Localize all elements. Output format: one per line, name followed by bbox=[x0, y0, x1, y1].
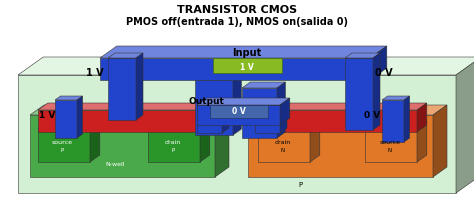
Text: 0 V: 0 V bbox=[232, 107, 246, 116]
Polygon shape bbox=[258, 128, 310, 162]
Polygon shape bbox=[248, 105, 447, 115]
Polygon shape bbox=[38, 121, 100, 128]
Text: P: P bbox=[298, 182, 302, 188]
Polygon shape bbox=[345, 58, 373, 130]
Polygon shape bbox=[404, 96, 410, 142]
Polygon shape bbox=[258, 103, 427, 110]
Text: drain: drain bbox=[165, 140, 181, 145]
Polygon shape bbox=[277, 82, 285, 138]
Polygon shape bbox=[258, 110, 417, 132]
Polygon shape bbox=[242, 88, 277, 138]
Text: drain: drain bbox=[275, 140, 291, 145]
Polygon shape bbox=[213, 58, 282, 73]
Text: P: P bbox=[60, 149, 64, 153]
Polygon shape bbox=[30, 105, 229, 115]
Polygon shape bbox=[38, 110, 200, 132]
Polygon shape bbox=[248, 115, 433, 177]
Polygon shape bbox=[38, 128, 90, 162]
Polygon shape bbox=[197, 98, 290, 105]
Text: P: P bbox=[172, 149, 174, 153]
Polygon shape bbox=[233, 74, 241, 135]
Polygon shape bbox=[417, 103, 427, 132]
Polygon shape bbox=[370, 46, 387, 80]
Polygon shape bbox=[197, 105, 280, 125]
Polygon shape bbox=[382, 100, 404, 142]
Polygon shape bbox=[310, 121, 320, 162]
Text: source: source bbox=[52, 140, 73, 145]
Polygon shape bbox=[210, 105, 268, 118]
Polygon shape bbox=[148, 121, 210, 128]
Polygon shape bbox=[242, 82, 285, 88]
Polygon shape bbox=[373, 53, 380, 130]
Polygon shape bbox=[200, 103, 210, 132]
Polygon shape bbox=[365, 128, 417, 162]
Polygon shape bbox=[55, 100, 77, 138]
Polygon shape bbox=[18, 57, 474, 75]
Polygon shape bbox=[195, 80, 233, 135]
Polygon shape bbox=[222, 100, 229, 133]
Polygon shape bbox=[255, 105, 280, 133]
Polygon shape bbox=[200, 121, 210, 162]
Polygon shape bbox=[38, 103, 210, 110]
Text: N-well: N-well bbox=[105, 163, 125, 167]
Polygon shape bbox=[148, 128, 200, 162]
Polygon shape bbox=[55, 96, 82, 100]
Polygon shape bbox=[345, 53, 380, 58]
Text: PMOS off(entrada 1), NMOS on(salida 0): PMOS off(entrada 1), NMOS on(salida 0) bbox=[126, 17, 348, 27]
Polygon shape bbox=[258, 121, 320, 128]
Text: 0 V: 0 V bbox=[375, 68, 393, 78]
Polygon shape bbox=[280, 100, 287, 133]
Polygon shape bbox=[200, 108, 240, 132]
Polygon shape bbox=[90, 121, 100, 162]
Polygon shape bbox=[108, 53, 143, 58]
Polygon shape bbox=[136, 53, 143, 120]
Polygon shape bbox=[100, 46, 387, 58]
Text: Output: Output bbox=[188, 97, 224, 106]
Text: N: N bbox=[281, 149, 285, 153]
Polygon shape bbox=[365, 121, 427, 128]
Text: TRANSISTOR CMOS: TRANSISTOR CMOS bbox=[177, 5, 297, 15]
Polygon shape bbox=[77, 96, 82, 138]
Polygon shape bbox=[100, 58, 370, 80]
Polygon shape bbox=[417, 121, 427, 162]
Polygon shape bbox=[280, 98, 290, 125]
Text: 1 V: 1 V bbox=[86, 68, 104, 78]
Polygon shape bbox=[197, 105, 222, 133]
Text: N: N bbox=[388, 149, 392, 153]
Polygon shape bbox=[215, 105, 229, 177]
Polygon shape bbox=[456, 57, 474, 193]
Text: 1 V: 1 V bbox=[39, 111, 55, 120]
Text: 0 V: 0 V bbox=[364, 111, 380, 120]
Polygon shape bbox=[30, 115, 215, 177]
Text: 1 V: 1 V bbox=[240, 62, 254, 71]
Polygon shape bbox=[108, 58, 136, 120]
Polygon shape bbox=[18, 75, 456, 193]
Polygon shape bbox=[433, 105, 447, 177]
Text: Input: Input bbox=[232, 48, 262, 58]
Polygon shape bbox=[195, 74, 241, 80]
Polygon shape bbox=[255, 100, 287, 105]
Text: source: source bbox=[380, 140, 401, 145]
Polygon shape bbox=[197, 100, 229, 105]
Polygon shape bbox=[382, 96, 410, 100]
